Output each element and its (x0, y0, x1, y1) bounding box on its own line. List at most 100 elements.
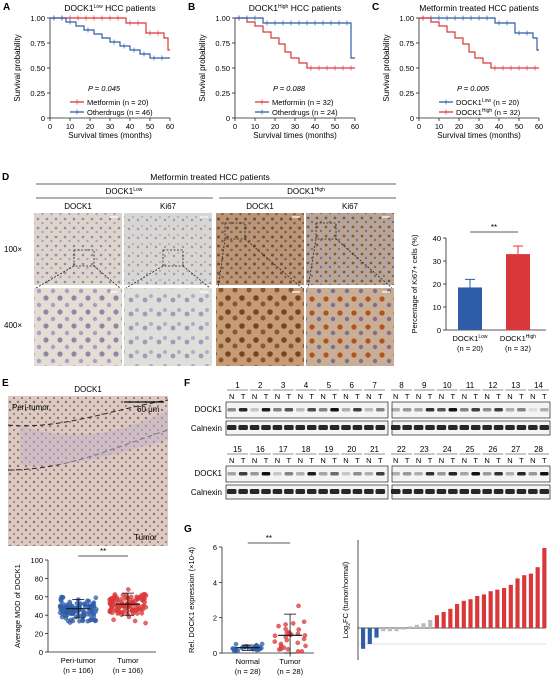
mod-point (125, 587, 131, 592)
blot-band-calnexin (352, 425, 363, 430)
blot-band-calnexin (482, 425, 492, 430)
blot-n-label: N (229, 456, 234, 465)
blot-band-calnexin (306, 489, 317, 494)
panel-label-d: D (2, 172, 9, 183)
km-xtick-label: 60 (535, 122, 543, 131)
blot-t-label: T (332, 392, 337, 401)
mod-point (58, 607, 64, 612)
blot-frame-dock1 (225, 401, 389, 419)
mod-point (141, 596, 147, 602)
km-curve-1 (419, 17, 539, 69)
mod-ytick-label: 100 (30, 556, 43, 565)
expr-ytick-label: 0 (213, 649, 217, 658)
km-xtick-label: 40 (126, 122, 134, 131)
blot-band-dock1 (341, 472, 351, 476)
panel-d-title: Metformin treated HCC patients (150, 172, 270, 182)
ki67-bar-chart: Percentage of Ki67+ cells (%) 0 10 20 30 40 DO… (410, 223, 546, 353)
blot-n-label: N (275, 392, 280, 401)
km-title-text: DOCK1 (249, 3, 279, 13)
col-label-low-dock1: DOCK1 (64, 202, 92, 211)
mod-point (124, 602, 130, 608)
blot-band-dock1 (284, 472, 294, 476)
mod-point (136, 607, 141, 612)
blot-t-label: T (264, 392, 269, 401)
km-legend-label: Metformin (n = 32) (272, 98, 334, 107)
blot-band-dock1 (307, 408, 317, 412)
km-xtick-label: 40 (311, 122, 319, 131)
blot-band-calnexin (272, 425, 283, 430)
km-curve-1 (50, 17, 170, 59)
mod-category-n: (n = 106) (63, 666, 94, 675)
blot-t-label: T (378, 392, 383, 401)
ki67-ytick-label: 20 (433, 280, 441, 289)
mod-point (114, 597, 119, 603)
log2fc-bar (488, 591, 493, 628)
blot-n-label: N (439, 456, 444, 465)
blot-band-calnexin (238, 489, 248, 494)
ihc-low-ki67-100x (124, 213, 212, 285)
km-ylabel: Survival probability (198, 34, 207, 101)
blot-lane-number: 7 (372, 381, 377, 390)
log2fc-bar (508, 584, 513, 628)
blot-band-calnexin (425, 425, 435, 430)
blot-band-calnexin (261, 489, 271, 494)
blot-t-label: T (542, 456, 547, 465)
panel-e: E DOCK1 Peri-tumor Tumor 60 μm Average M… (2, 378, 169, 675)
blot-band-calnexin (364, 489, 374, 494)
blot-band-calnexin (505, 489, 515, 494)
blot-band-calnexin (413, 425, 424, 430)
log2fc-bar (542, 548, 547, 628)
blot-lane-number: 6 (349, 381, 354, 390)
km-xtick-label: 0 (233, 122, 237, 131)
blot-band-calnexin (459, 425, 470, 430)
log2fc-ylabel-tail: FC (tumor/normal) (341, 561, 350, 623)
blot-band-calnexin (528, 489, 538, 494)
blot-band-dock1 (284, 408, 294, 412)
blot-band-calnexin (516, 489, 527, 494)
blot-n-label: N (462, 456, 467, 465)
blot-band-calnexin (470, 425, 481, 430)
expr-ylabel: Rel. DOCK1 expression (×10-4) (187, 546, 196, 653)
blot-band-calnexin (238, 425, 248, 430)
blot-band-calnexin (402, 425, 412, 430)
blot-t-label: T (519, 392, 524, 401)
blot-n-label: N (298, 392, 303, 401)
blot-band-calnexin (249, 425, 260, 430)
km-legend-sup: High (482, 108, 493, 114)
km-ytick-label: 0 (226, 114, 230, 123)
blot-band-calnexin (329, 489, 340, 494)
blot-band-calnexin (261, 425, 271, 430)
blot-band-dock1 (482, 472, 492, 476)
km-curve-1 (235, 17, 355, 59)
expr-point (281, 645, 287, 650)
ki67-category-label: DOCK1Low (452, 334, 487, 343)
log2fc-bar (481, 594, 487, 628)
blot-lane-number: 8 (399, 381, 404, 390)
blot-lane-number: 17 (279, 445, 288, 454)
km-ytick-label: 1.00 (399, 14, 414, 23)
blot-band-dock1 (364, 408, 374, 412)
blot-lane-number: 11 (466, 381, 475, 390)
ihc-dock1-image (8, 396, 168, 546)
mod-point (120, 592, 126, 598)
panel-label-e: E (2, 378, 9, 389)
log2fc-bar (408, 626, 413, 628)
mod-point (120, 609, 126, 615)
blot-band-dock1 (517, 472, 526, 476)
ki67-category-label: DOCK1High (500, 334, 536, 343)
blot-label-calnexin: Calnexin (191, 424, 222, 433)
blot-lane-number: 24 (443, 445, 452, 454)
expr-point (250, 646, 256, 651)
ki67-ytick-label: 30 (433, 257, 441, 266)
blot-band-dock1 (250, 472, 259, 476)
blot-band-calnexin (425, 489, 435, 494)
blot-t-label: T (241, 392, 246, 401)
expr-point (233, 641, 239, 647)
mod-ylabel: Average MOD of DOCK1 (13, 564, 22, 648)
blot-t-label: T (542, 392, 547, 401)
log2fc-bar (394, 628, 399, 632)
km-title-text: Metformin treated HCC patients (419, 3, 539, 13)
blot-band-calnexin (306, 425, 317, 430)
mod-point (71, 610, 76, 616)
